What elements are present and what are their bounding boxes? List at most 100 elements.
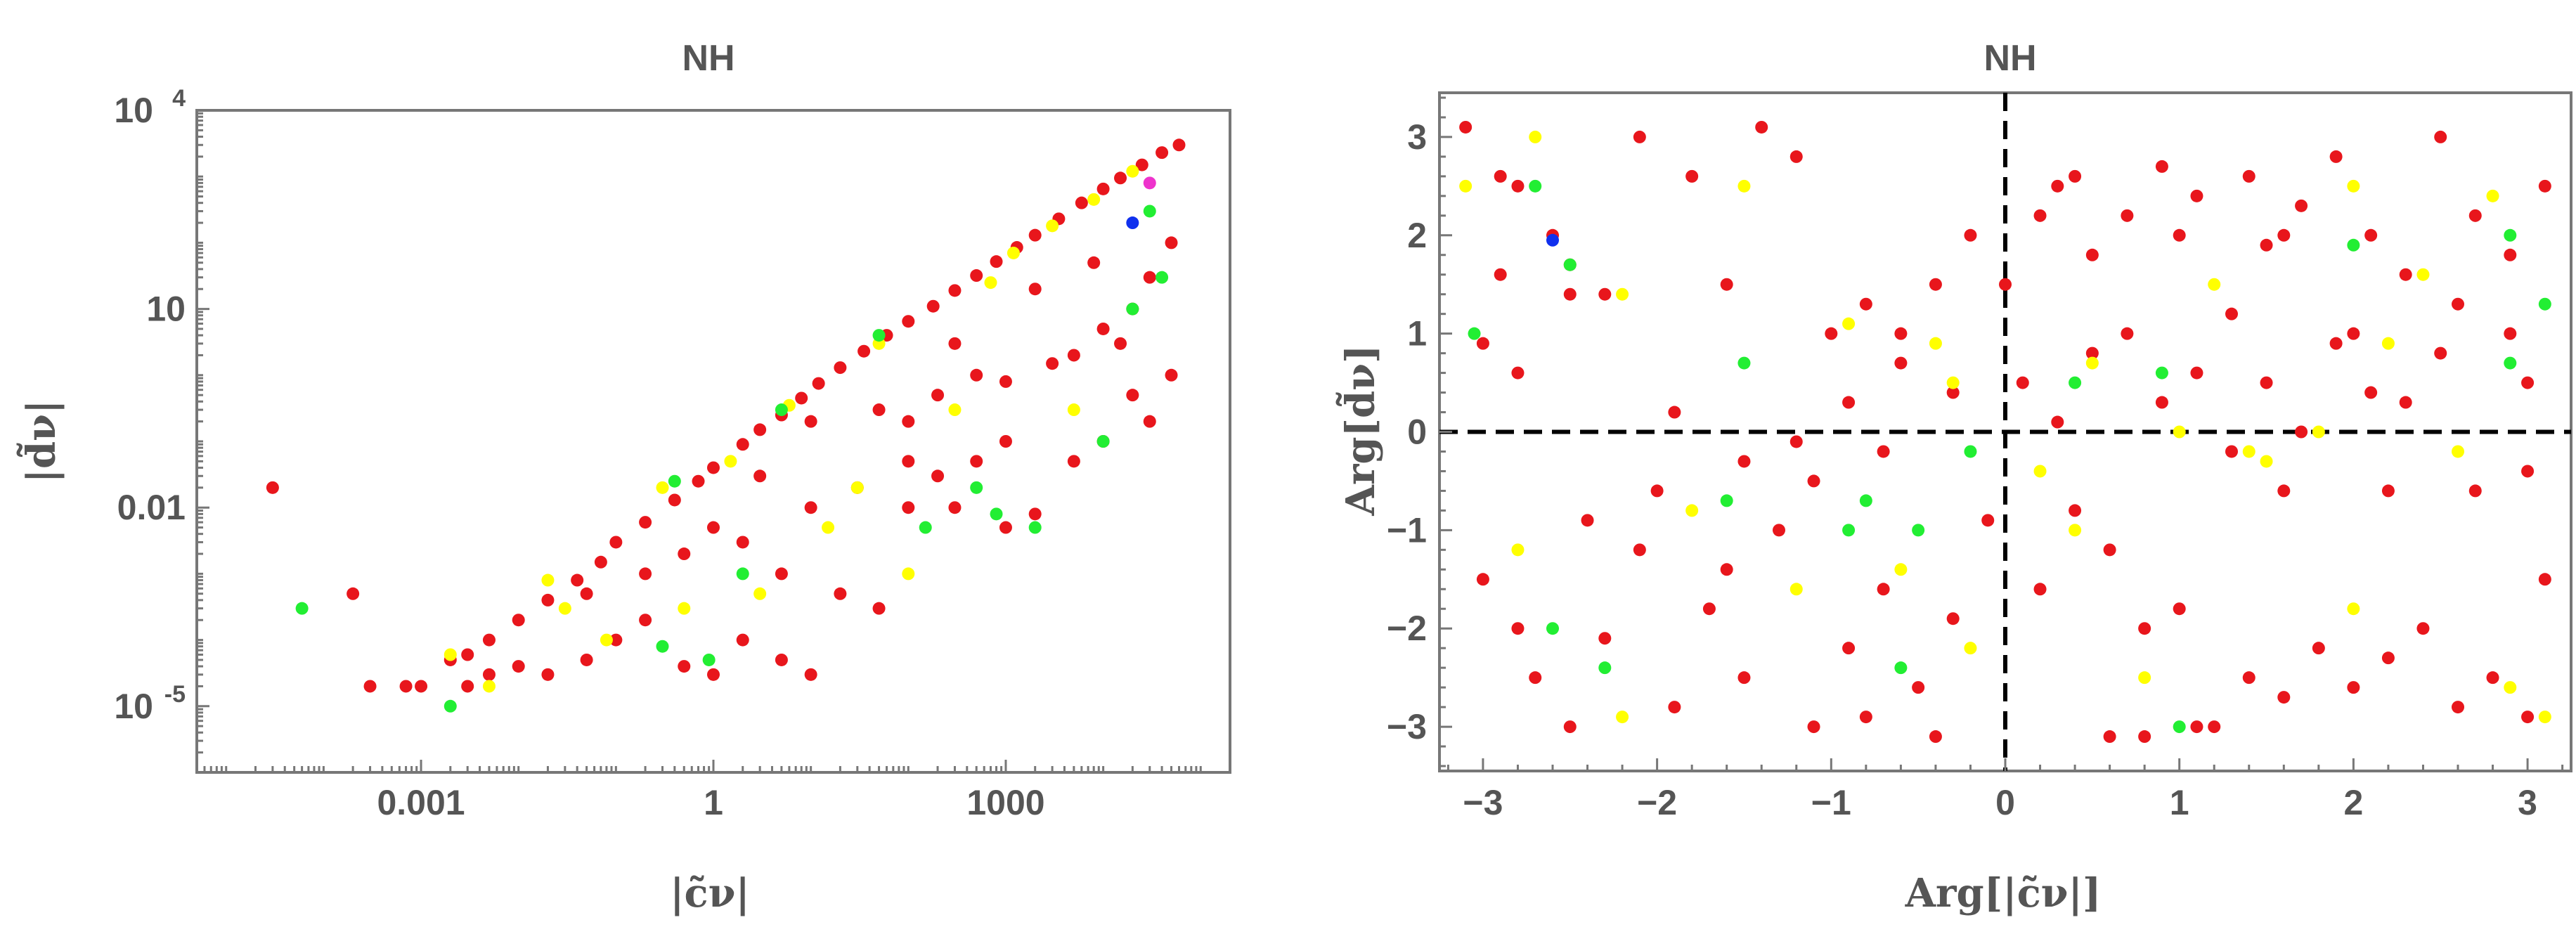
data-point-red: [1494, 169, 1507, 183]
data-point-red: [2434, 130, 2447, 143]
data-point-red: [363, 680, 377, 693]
data-point-yellow: [2069, 524, 2082, 537]
data-point-green: [1156, 271, 1169, 284]
data-point-red: [2085, 346, 2099, 360]
data-point-red: [512, 660, 525, 673]
data-point-green: [1126, 302, 1139, 316]
data-point-red: [1067, 455, 1080, 468]
data-point-red: [2521, 711, 2535, 724]
data-point-red: [2521, 465, 2535, 478]
data-point-red: [1789, 150, 1803, 163]
data-point-red: [2242, 169, 2255, 183]
data-point-red: [2347, 681, 2360, 694]
y-tick-exponent: -5: [164, 681, 186, 708]
data-point-red: [834, 587, 847, 600]
chart-right-yticks: −3 −2 −1 0 1 2 3: [1387, 96, 1452, 767]
data-point-red: [2329, 337, 2343, 350]
data-point-green: [1028, 521, 1042, 534]
data-point-red: [2208, 720, 2221, 734]
data-point-red: [692, 474, 705, 488]
data-point-yellow: [482, 680, 496, 693]
data-point-red: [2434, 346, 2447, 360]
data-point-red: [2225, 445, 2238, 458]
y-tick-label: 10: [146, 290, 186, 329]
data-point-red: [2381, 484, 2395, 498]
data-point-red: [1946, 612, 1960, 625]
data-point-red: [512, 614, 525, 627]
data-point-red: [2033, 583, 2047, 596]
data-point-red: [2138, 622, 2151, 635]
x-tick-label: −3: [1463, 783, 1503, 822]
data-point-yellow: [984, 276, 997, 290]
data-point-red: [1511, 179, 1525, 193]
data-point-green: [1894, 661, 1908, 675]
y-tick-label: 0.01: [117, 488, 186, 527]
data-point-red: [1581, 514, 1594, 527]
data-point-red: [2103, 730, 2116, 744]
data-point-yellow: [753, 587, 767, 600]
data-point-green: [1468, 327, 1481, 340]
data-point-red: [926, 299, 940, 313]
data-point-red: [1877, 445, 1890, 458]
data-point-blue: [1126, 216, 1139, 230]
y-tick-exponent: 4: [172, 85, 186, 112]
x-tick-label: 0.001: [377, 783, 465, 822]
data-point-red: [1476, 337, 1489, 350]
data-point-red: [1842, 396, 1856, 409]
data-point-red: [2173, 602, 2186, 616]
chart-right-ylabel: Arg[d̃ν]: [1335, 344, 1384, 516]
data-point-red: [1912, 681, 1925, 694]
data-point-red: [1156, 146, 1169, 160]
data-point-red: [639, 516, 652, 529]
data-point-red: [2069, 504, 2082, 517]
data-point-red: [678, 660, 691, 673]
data-point-green: [990, 507, 1003, 521]
data-point-green: [295, 602, 309, 615]
y-tick-label: −2: [1387, 609, 1427, 648]
data-point-yellow: [1529, 130, 1542, 143]
data-point-red: [541, 668, 555, 681]
data-point-red: [1046, 357, 1059, 370]
data-point-red: [2486, 671, 2499, 685]
data-point-red: [2399, 268, 2412, 281]
data-point-red: [775, 567, 788, 581]
data-point-red: [1737, 671, 1751, 685]
data-point-green: [1720, 494, 1733, 507]
data-point-red: [2416, 622, 2430, 635]
data-point-red: [2051, 179, 2064, 193]
data-point-red: [580, 653, 593, 666]
data-point-red: [2452, 297, 2464, 311]
data-point-red: [668, 493, 681, 507]
data-point-yellow: [1737, 179, 1751, 193]
data-point-red: [2173, 228, 2186, 242]
data-point-red: [804, 501, 817, 514]
data-point-yellow: [2416, 268, 2430, 281]
data-point-red: [2452, 701, 2464, 714]
data-point-red: [1685, 169, 1699, 183]
data-point-red: [707, 521, 720, 534]
data-point-red: [948, 501, 962, 514]
data-point-red: [571, 573, 584, 587]
data-point-red: [2051, 415, 2064, 429]
data-point-red: [1114, 171, 1127, 185]
data-point-red: [2155, 160, 2168, 173]
data-point-red: [2538, 573, 2551, 586]
data-point-red: [1633, 543, 1646, 557]
data-point-red: [872, 403, 886, 417]
data-point-red: [804, 415, 817, 428]
data-point-red: [2364, 228, 2378, 242]
data-point-green: [1529, 179, 1542, 193]
data-point-red: [970, 368, 983, 382]
data-point-red: [857, 344, 871, 358]
data-point-red: [639, 614, 652, 627]
data-point-red: [2295, 199, 2308, 212]
data-point-yellow: [2138, 671, 2151, 685]
data-point-red: [2504, 327, 2517, 340]
data-point-red: [347, 587, 360, 600]
y-tick-label: 10: [114, 91, 153, 130]
x-tick-label: −2: [1637, 783, 1677, 822]
data-point-red: [775, 653, 788, 666]
data-point-yellow: [444, 648, 457, 661]
data-point-red: [1668, 701, 1681, 714]
data-point-red: [736, 438, 749, 451]
